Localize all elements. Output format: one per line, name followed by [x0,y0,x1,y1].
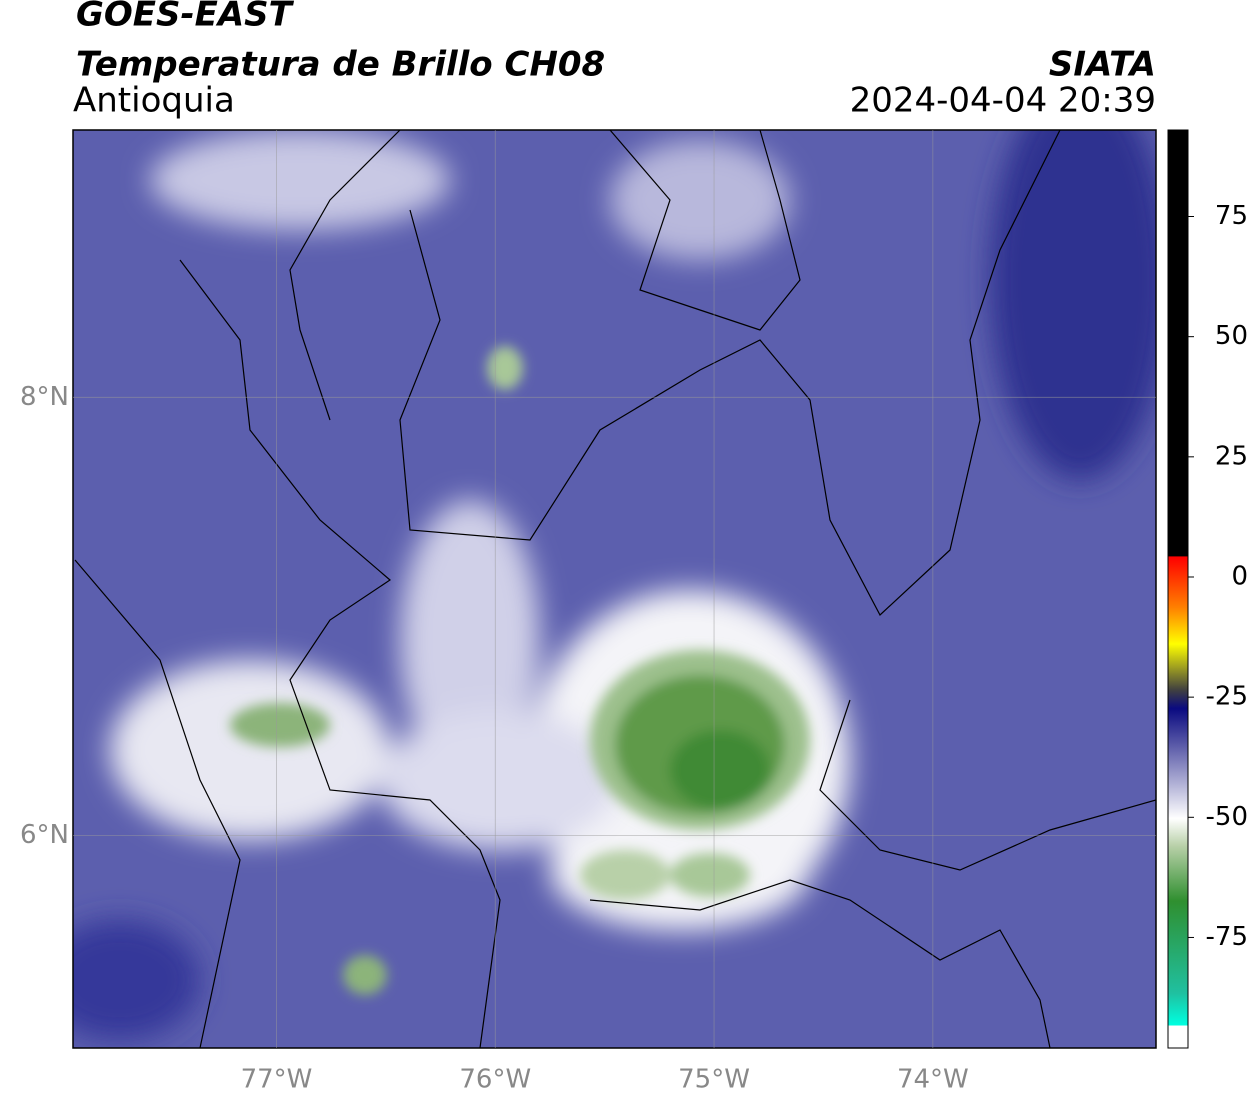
x-tick-label: 76°W [459,1065,531,1095]
coastline [74,559,241,1048]
x-tick-label: 74°W [897,1065,969,1095]
border [819,699,1156,871]
x-tick-label: 77°W [241,1065,313,1095]
y-tick-label: 8°N [20,382,69,412]
colorbar [1167,129,1189,1049]
source: SIATA [1049,45,1156,85]
border [399,130,1061,616]
y-tick-label: 6°N [20,820,69,850]
colorbar-tick-label: 50 [1215,321,1248,351]
colorbar-tick-label: -50 [1206,802,1248,832]
colorbar-tick-label: -25 [1206,682,1248,712]
coastline [289,130,401,421]
border [589,879,1051,1048]
border [179,259,501,1048]
map-frame [72,129,1157,1049]
subtitle: Temperatura de Brillo CH08 [76,45,605,85]
colorbar-tick-label: 25 [1215,441,1248,471]
colorbar-tick-label: -75 [1206,922,1248,952]
colorbar-tick-label: 0 [1231,561,1248,591]
datetime: 2024-04-04 20:39 [850,81,1156,121]
colorbar-tick-label: 75 [1215,201,1248,231]
title: GOES-EAST [76,0,295,35]
border [609,130,801,331]
region: Antioquia [73,81,235,121]
x-tick-label: 75°W [678,1065,750,1095]
satellite-image [73,130,1156,1048]
